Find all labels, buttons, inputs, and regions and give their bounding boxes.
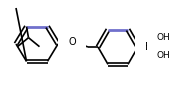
- Text: OH: OH: [156, 33, 170, 43]
- Text: B: B: [145, 42, 151, 52]
- Text: O: O: [68, 37, 76, 47]
- Text: OH: OH: [156, 52, 170, 61]
